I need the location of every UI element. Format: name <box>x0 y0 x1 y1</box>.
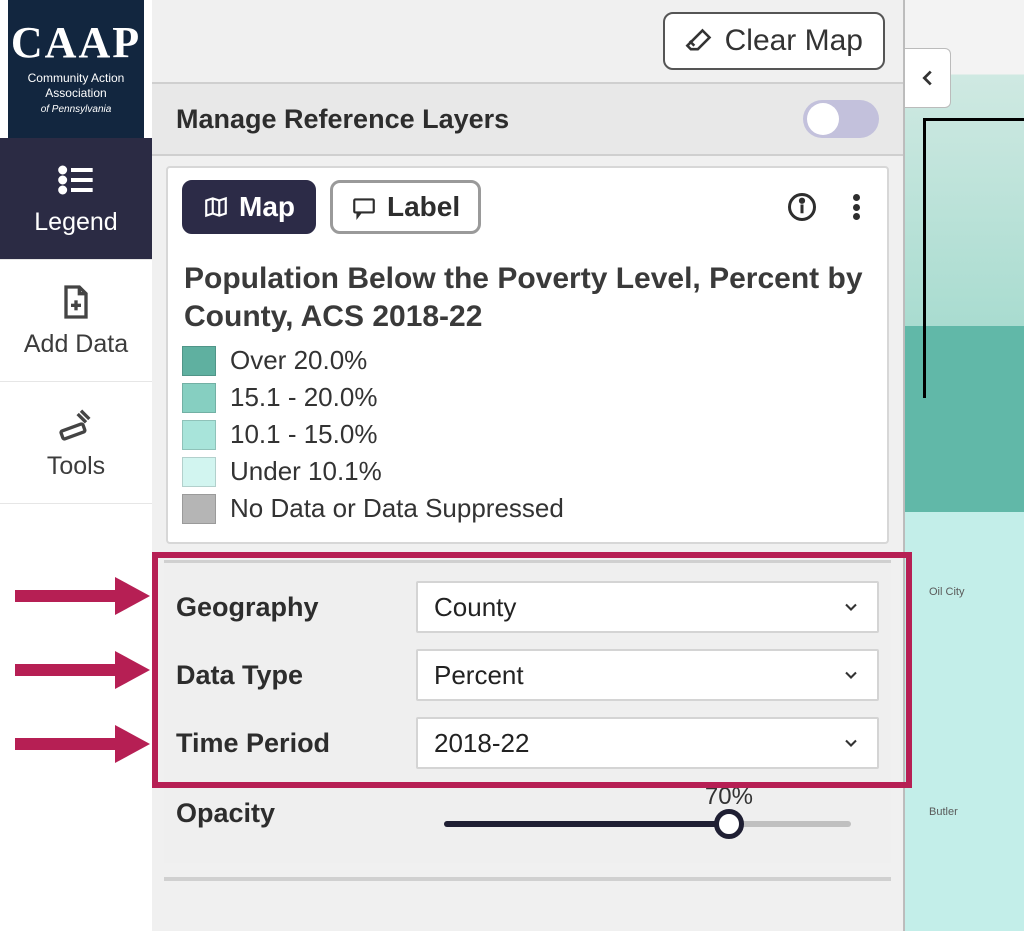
geography-value: County <box>434 592 516 623</box>
datatype-select[interactable]: Percent <box>416 649 879 701</box>
legend-item-label: No Data or Data Suppressed <box>230 493 564 524</box>
view-label-label: Label <box>387 191 460 223</box>
panel-topbar: Clear Map <box>152 0 903 82</box>
sidebar-item-label: Tools <box>47 452 105 481</box>
opacity-slider[interactable]: 70% <box>416 785 879 841</box>
chevron-down-icon <box>841 665 861 685</box>
opacity-value-label: 70% <box>705 783 753 811</box>
slider-track-fill <box>444 821 729 827</box>
slider-thumb[interactable] <box>714 809 744 839</box>
logo-text: CAAP <box>11 21 141 65</box>
reference-layers-title: Manage Reference Layers <box>176 104 509 135</box>
opacity-label: Opacity <box>176 798 396 829</box>
map-boundary <box>923 118 926 398</box>
datatype-label: Data Type <box>176 660 396 691</box>
layer-title: Population Below the Poverty Level, Perc… <box>184 260 871 335</box>
legend-swatch <box>182 420 216 450</box>
datatype-row: Data Type Percent <box>176 649 879 701</box>
caap-logo: CAAP Community Action Association of Pen… <box>8 0 144 138</box>
legend-panel: Clear Map Manage Reference Layers Map La… <box>152 0 904 931</box>
sidebar-item-tools[interactable]: Tools <box>0 382 152 504</box>
legend-icon <box>56 160 96 200</box>
view-toggle-row: Map Label <box>182 180 873 234</box>
view-map-button[interactable]: Map <box>182 180 316 234</box>
map-place-label: Oil City <box>929 586 964 598</box>
legend-item: 10.1 - 15.0% <box>182 419 873 450</box>
legend-item: Under 10.1% <box>182 456 873 487</box>
legend-item-label: Over 20.0% <box>230 345 367 376</box>
tools-icon <box>56 404 96 444</box>
map-icon <box>203 194 229 220</box>
view-label-button[interactable]: Label <box>330 180 481 234</box>
layer-card: Map Label Population Below the Poverty L… <box>166 166 889 544</box>
toggle-knob <box>807 103 839 135</box>
timeperiod-row: Time Period 2018-22 <box>176 717 879 769</box>
collapse-panel-button[interactable] <box>905 48 951 108</box>
eraser-icon <box>685 27 713 55</box>
opacity-row: Opacity 70% <box>176 785 879 841</box>
view-map-label: Map <box>239 191 295 223</box>
left-sidebar: CAAP Community Action Association of Pen… <box>0 0 152 931</box>
timeperiod-value: 2018-22 <box>434 728 529 759</box>
legend-item: No Data or Data Suppressed <box>182 493 873 524</box>
sidebar-item-label: Legend <box>34 208 117 237</box>
sidebar-item-legend[interactable]: Legend <box>0 138 152 260</box>
map-place-label: Butler <box>929 806 958 818</box>
legend-swatch <box>182 457 216 487</box>
clear-map-button[interactable]: Clear Map <box>663 12 885 70</box>
datatype-value: Percent <box>434 660 524 691</box>
legend-list: Over 20.0% 15.1 - 20.0% 10.1 - 15.0% Under … <box>182 345 873 524</box>
map-boundary <box>923 118 1024 121</box>
sidebar-item-add-data[interactable]: Add Data <box>0 260 152 382</box>
map-background[interactable]: Oil City Butler <box>904 0 1024 931</box>
legend-item: 15.1 - 20.0% <box>182 382 873 413</box>
geography-select[interactable]: County <box>416 581 879 633</box>
legend-item-label: 15.1 - 20.0% <box>230 382 377 413</box>
logo-subtitle: Community Action Association of Pennsylv… <box>28 71 125 117</box>
layer-controls: Geography County Data Type Percent Time … <box>164 560 891 863</box>
add-file-icon <box>56 282 96 322</box>
panel-divider <box>164 877 891 881</box>
reference-layers-toggle[interactable] <box>803 100 879 138</box>
timeperiod-select[interactable]: 2018-22 <box>416 717 879 769</box>
legend-swatch <box>182 383 216 413</box>
geography-label: Geography <box>176 592 396 623</box>
clear-map-label: Clear Map <box>725 24 863 58</box>
legend-swatch <box>182 346 216 376</box>
more-menu-icon[interactable] <box>843 192 873 222</box>
chevron-left-icon <box>917 67 939 89</box>
timeperiod-label: Time Period <box>176 728 396 759</box>
chevron-down-icon <box>841 597 861 617</box>
legend-item-label: Under 10.1% <box>230 456 382 487</box>
legend-item-label: 10.1 - 15.0% <box>230 419 377 450</box>
label-icon <box>351 194 377 220</box>
legend-item: Over 20.0% <box>182 345 873 376</box>
info-icon[interactable] <box>787 192 817 222</box>
geography-row: Geography County <box>176 581 879 633</box>
chevron-down-icon <box>841 733 861 753</box>
legend-swatch <box>182 494 216 524</box>
reference-layers-row: Manage Reference Layers <box>152 82 903 156</box>
sidebar-item-label: Add Data <box>24 330 128 359</box>
